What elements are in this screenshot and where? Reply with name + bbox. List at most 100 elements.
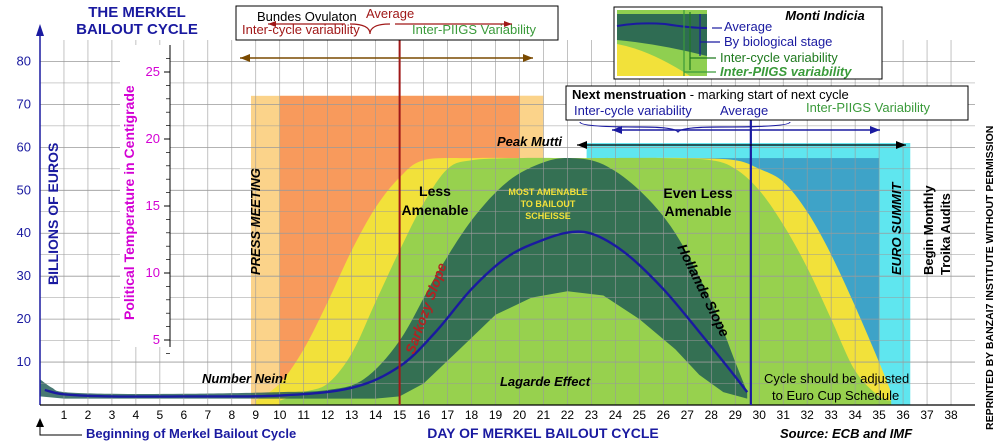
next-menstruation-bold: Next menstruation xyxy=(572,87,686,102)
x-tick-label: 16 xyxy=(417,408,431,422)
bundes-ovulaton-label: Bundes Ovulaton xyxy=(257,9,357,24)
temperature-axis-label: Political Temperature in Centigrade xyxy=(121,85,137,320)
ovulation-bracket-arrows xyxy=(240,21,533,62)
x-tick-label: 32 xyxy=(800,408,814,422)
temperature-axis-panel xyxy=(120,45,170,347)
chart-title-line1: THE MERKEL xyxy=(88,4,186,21)
x-tick-label: 7 xyxy=(204,408,211,422)
x-tick-label: 4 xyxy=(133,408,140,422)
x-tick-label: 8 xyxy=(228,408,235,422)
y-tick-label: 20 xyxy=(17,311,31,326)
x-tick-label: 28 xyxy=(705,408,719,422)
legend-item-piigs: Inter-PIIGS variability xyxy=(720,64,852,79)
y-tick-label: 30 xyxy=(17,268,31,283)
y-tick-label: 80 xyxy=(17,53,31,68)
x-tick-label: 24 xyxy=(609,408,623,422)
chart-title-line2: BAILOUT CYCLE xyxy=(76,21,198,38)
x-tick-label: 23 xyxy=(585,408,599,422)
begin-monthly-label-2: Troika Audits xyxy=(938,193,953,275)
next-cycle-bracket-arrows xyxy=(577,121,906,149)
x-tick-labels: 1 2 3 4 5 6 7 8 9 10 11 12 13 14 15 16 17 18 19 20 21 22 23 24 2… xyxy=(61,408,958,422)
temperature-tick-label: 10 xyxy=(146,265,160,280)
next-menstruation-text: Next menstruation - marking start of nex… xyxy=(572,87,849,102)
x-tick-label: 11 xyxy=(297,408,310,422)
x-tick-label: 2 xyxy=(85,408,92,422)
x-tick-label: 35 xyxy=(872,408,886,422)
reprinted-credit: REPRINTED BY BANZAI7 INSTITUTE WITHOUT P… xyxy=(984,126,996,430)
y-tick-label: 70 xyxy=(17,96,31,111)
average-line xyxy=(44,230,749,398)
x-tick-label: 20 xyxy=(513,408,527,422)
lagarde-effect-label: Lagarde Effect xyxy=(500,374,591,389)
less-amenable-line2: Amenable xyxy=(402,202,469,218)
temperature-tick-label: 20 xyxy=(146,131,160,146)
x-tick-label: 37 xyxy=(920,408,934,422)
y-axis-label: BILLIONS OF EUROS xyxy=(45,143,61,285)
x-tick-label: 27 xyxy=(681,408,695,422)
x-tick-label: 21 xyxy=(537,408,551,422)
x-tick-label: 19 xyxy=(489,408,503,422)
most-amenable-line2: TO BAILOUT xyxy=(521,199,576,209)
average-label-next: Average xyxy=(720,103,768,118)
x-tick-label: 31 xyxy=(777,408,791,422)
beginning-arrowhead-icon xyxy=(36,418,44,427)
next-menstruation-box xyxy=(565,85,969,121)
even-less-amenable-line1: Even Less xyxy=(663,185,732,201)
inter-piigs-variability-label-next: Inter-PIIGS Variability xyxy=(806,100,931,115)
y-tick-label: 50 xyxy=(17,182,31,197)
beginning-cycle-label: Beginning of Merkel Bailout Cycle xyxy=(86,426,296,441)
legend-item-cycle: Inter-cycle variability xyxy=(720,50,838,65)
biological-stage-band xyxy=(40,158,748,399)
x-tick-label: 25 xyxy=(633,408,647,422)
x-tick-label: 10 xyxy=(273,408,287,422)
legend-title: Monti Indicia xyxy=(785,8,864,23)
most-amenable-line1: MOST AMENABLE xyxy=(508,187,587,197)
most-amenable-line3: SCHEISSE xyxy=(525,211,571,221)
x-tick-label: 26 xyxy=(657,408,671,422)
x-tick-label: 6 xyxy=(181,408,188,422)
average-label-top: Average xyxy=(366,6,414,21)
x-tick-label: 36 xyxy=(896,408,910,422)
x-tick-label: 12 xyxy=(321,408,335,422)
legend-item-bio: By biological stage xyxy=(724,34,832,49)
x-tick-label: 17 xyxy=(441,408,455,422)
even-less-amenable-line2: Amenable xyxy=(665,203,732,219)
x-tick-label: 14 xyxy=(369,408,383,422)
legend-item-average: Average xyxy=(724,19,772,34)
x-tick-label: 22 xyxy=(561,408,575,422)
temperature-tick-label: 5 xyxy=(153,332,160,347)
x-tick-label: 38 xyxy=(944,408,958,422)
x-tick-label: 15 xyxy=(393,408,407,422)
bands-layer xyxy=(40,157,892,405)
temperature-tick-label: 15 xyxy=(146,198,160,213)
y-axis-arrowhead-icon xyxy=(36,24,44,36)
x-tick-label: 29 xyxy=(729,408,743,422)
x-tick-label: 18 xyxy=(465,408,479,422)
x-tick-label: 1 xyxy=(61,408,68,422)
euro-summit-label: EURO SUMMIT xyxy=(889,182,904,276)
less-amenable-line1: Less xyxy=(419,183,451,199)
cycle-adjust-line1: Cycle should be adjusted xyxy=(764,371,909,386)
y-tick-label: 60 xyxy=(17,139,31,154)
legend-arrows xyxy=(683,10,722,76)
number-nein-label: Number Nein! xyxy=(202,371,288,386)
axes-layer xyxy=(39,28,975,406)
x-tick-label: 9 xyxy=(252,408,259,422)
inter-cycle-variability-label-next: Inter-cycle variability xyxy=(574,103,692,118)
peak-mutti-label: Peak Mutti xyxy=(497,134,562,149)
y-tick-label: 40 xyxy=(17,225,31,240)
x-tick-label: 30 xyxy=(753,408,767,422)
begin-monthly-label-1: Begin Monthly xyxy=(921,185,936,275)
next-menstruation-rest: - marking start of next cycle xyxy=(686,87,849,102)
x-tick-label: 13 xyxy=(345,408,359,422)
source-label: Source: ECB and IMF xyxy=(780,426,913,441)
x-tick-label: 5 xyxy=(157,408,164,422)
y-tick-labels: 10 20 30 40 50 60 70 80 xyxy=(17,53,31,369)
temperature-tick-label: 25 xyxy=(146,64,160,79)
y-tick-label: 10 xyxy=(17,354,31,369)
x-tick-label: 33 xyxy=(824,408,838,422)
temperature-tick-labels: 5 10 15 20 25 xyxy=(146,58,170,354)
x-axis-label: DAY OF MERKEL BAILOUT CYCLE xyxy=(427,425,659,441)
x-tick-label: 34 xyxy=(848,408,862,422)
